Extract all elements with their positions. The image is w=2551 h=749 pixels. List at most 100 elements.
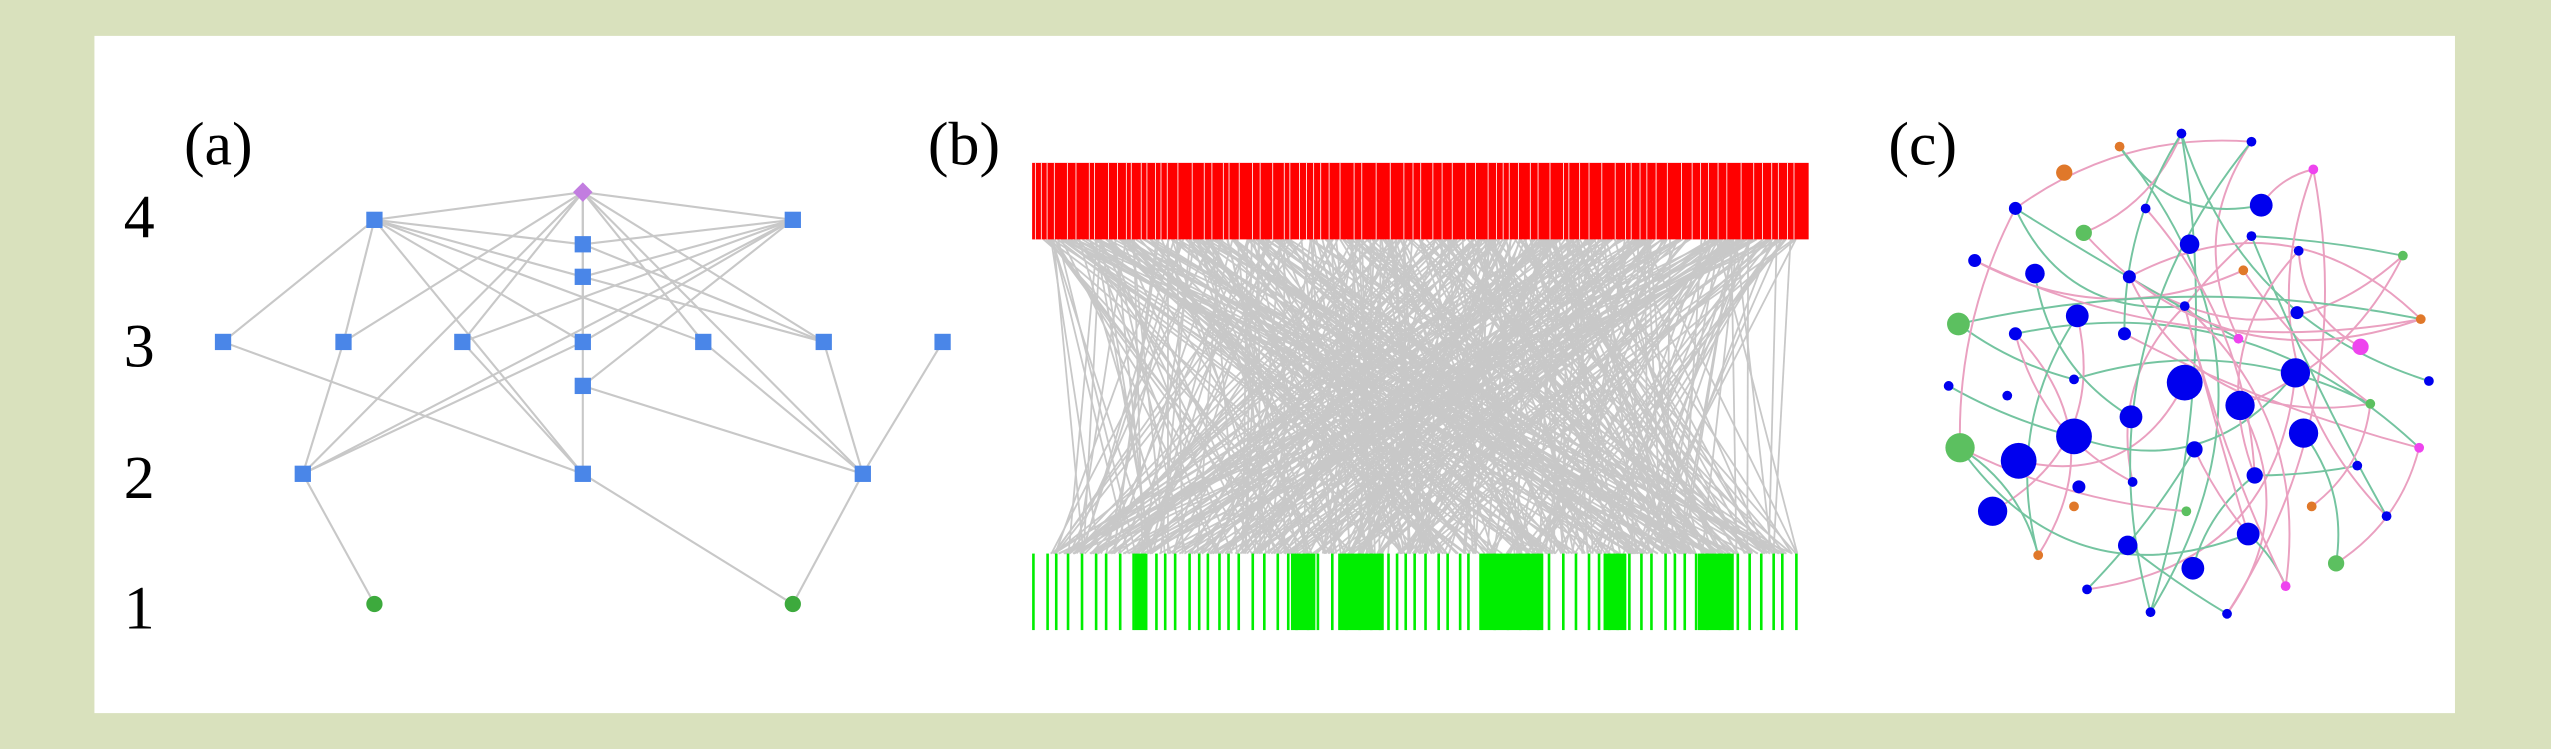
node	[2056, 164, 2073, 181]
node	[574, 236, 591, 253]
edge	[1195, 239, 1328, 554]
edge	[1958, 295, 2421, 325]
edge	[373, 219, 584, 475]
node	[2280, 358, 2311, 388]
edge	[1066, 238, 1369, 555]
node	[2176, 128, 2187, 139]
edge	[1107, 238, 1394, 555]
edge	[2297, 250, 2361, 348]
node	[2117, 327, 2131, 341]
node-block	[1404, 553, 1408, 631]
edge	[1772, 239, 1792, 554]
node	[2056, 418, 2092, 455]
edge	[1289, 238, 1440, 554]
node	[2008, 327, 2022, 341]
level-label: 3	[124, 312, 155, 380]
edge	[1495, 238, 1753, 555]
node	[2186, 441, 2203, 458]
edge	[1400, 238, 1667, 555]
node	[214, 333, 232, 351]
node-block	[1628, 553, 1631, 631]
node-block	[1424, 553, 1427, 631]
edge	[1509, 238, 1668, 554]
node	[2072, 480, 2086, 494]
node	[1968, 254, 1982, 268]
node	[574, 465, 591, 482]
node-block	[1458, 553, 1462, 631]
node-block	[1104, 553, 1108, 631]
node-block	[1144, 553, 1148, 631]
node	[2306, 501, 2317, 512]
edge	[1057, 239, 1137, 554]
node	[2033, 550, 2044, 561]
node-block	[1173, 553, 1177, 631]
edge	[582, 219, 794, 387]
edge	[582, 472, 794, 605]
node-block	[1206, 553, 1210, 631]
node-block	[1479, 553, 1482, 631]
edge	[2239, 255, 2404, 407]
edge	[1236, 239, 1267, 554]
edge	[1050, 238, 1215, 554]
edge	[1150, 238, 1593, 555]
edge	[1599, 239, 1723, 554]
edge	[1082, 239, 1102, 554]
node-block	[1080, 553, 1084, 631]
edge	[1376, 239, 1522, 554]
edge	[1569, 238, 1746, 555]
edge	[1389, 239, 1427, 554]
node	[2117, 535, 2138, 556]
edge	[1634, 238, 1797, 554]
edge	[301, 341, 345, 475]
node-block	[1481, 553, 1544, 631]
node-block	[1587, 553, 1591, 631]
node	[2246, 467, 2263, 484]
edge	[1327, 238, 1484, 554]
edge	[1197, 238, 1491, 555]
node-block	[1066, 553, 1070, 631]
node-block	[1054, 553, 1058, 631]
edge	[374, 218, 584, 278]
edge	[1429, 238, 1727, 555]
edge	[1342, 238, 1585, 555]
node-block	[1188, 553, 1191, 631]
edge	[1067, 239, 1099, 554]
node	[2140, 203, 2151, 214]
edge	[2183, 305, 2287, 587]
edge	[2144, 207, 2256, 476]
node-block	[1664, 553, 1667, 631]
node	[934, 333, 951, 351]
edge	[1959, 446, 2187, 513]
node	[2166, 364, 2203, 401]
edge	[1571, 238, 1766, 555]
edge	[2251, 235, 2404, 257]
edge	[582, 218, 794, 343]
edge	[1177, 238, 1692, 555]
edge	[1284, 238, 1691, 555]
edge	[1384, 239, 1523, 554]
edge	[582, 275, 825, 343]
edge	[1604, 239, 1714, 554]
edge	[1470, 239, 1516, 554]
edge	[1529, 239, 1616, 554]
node	[2327, 555, 2345, 572]
node	[1945, 433, 1975, 463]
edge	[2302, 432, 2340, 564]
edge	[1376, 238, 1735, 555]
edge	[302, 340, 584, 475]
edge	[1199, 238, 1759, 555]
edge	[374, 191, 583, 221]
node	[2065, 304, 2089, 328]
edge	[1524, 239, 1667, 554]
edge	[582, 191, 793, 221]
edge	[2287, 169, 2388, 517]
node-block	[1683, 553, 1687, 631]
node	[2145, 607, 2156, 618]
edge	[1464, 239, 1491, 554]
edge	[1298, 238, 1748, 555]
edge	[2226, 404, 2268, 615]
panel-label: (c)	[1888, 110, 1957, 178]
node	[2246, 136, 2257, 147]
edge	[2086, 448, 2196, 591]
